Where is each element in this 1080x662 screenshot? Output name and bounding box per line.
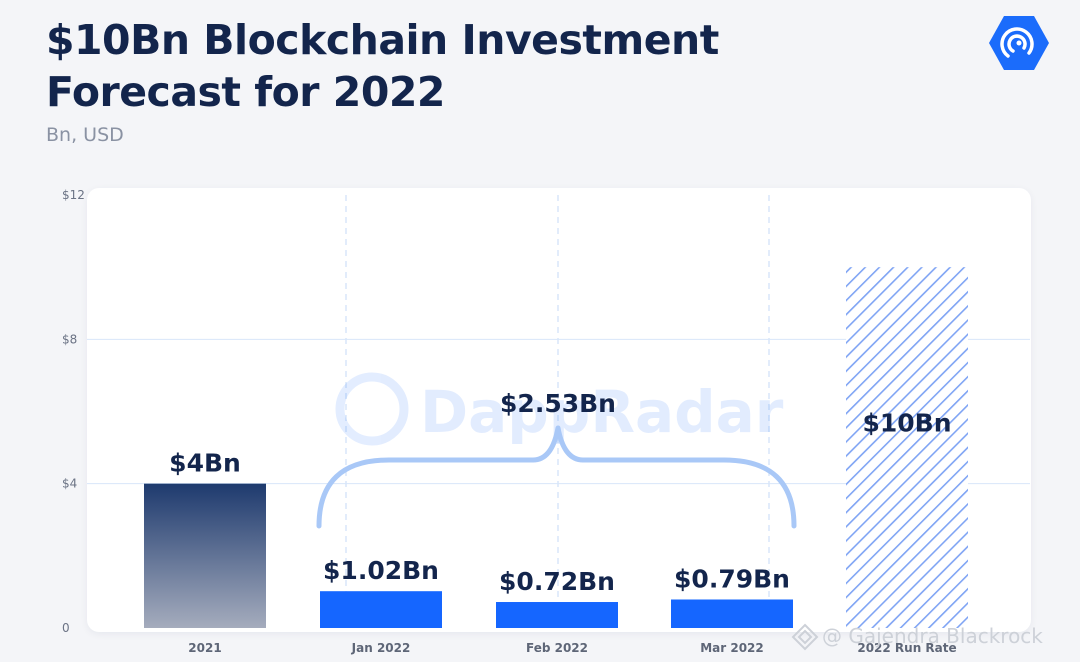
x-tick-label: Jan 2022 xyxy=(351,641,411,655)
title-line-2: Forecast for 2022 xyxy=(46,68,445,116)
x-tick-label: 2021 xyxy=(188,641,221,655)
data-label: $1.02Bn xyxy=(323,556,439,585)
brace-label: $2.53Bn xyxy=(500,389,616,418)
y-tick-label: $4 xyxy=(62,477,77,491)
logo-radar-outer xyxy=(1000,27,1034,58)
y-tick-label: $12 xyxy=(62,188,85,202)
y-tick-label: 0 xyxy=(62,621,70,635)
bar xyxy=(144,483,266,628)
dappradar-logo-icon xyxy=(989,16,1049,70)
title-line-1: $10Bn Blockchain Investment xyxy=(46,16,719,64)
watermark-brand: DappRadar xyxy=(420,378,784,446)
diamond-icon xyxy=(791,623,819,651)
watermark-radar-icon xyxy=(335,372,409,446)
x-tick-label: Mar 2022 xyxy=(700,641,764,655)
bar xyxy=(671,599,793,628)
data-label: $0.72Bn xyxy=(499,567,615,596)
bar xyxy=(846,267,968,628)
watermark-credit: @ Gajendra Blackrock xyxy=(822,624,1043,648)
bar xyxy=(320,591,442,628)
logo-radar-inner xyxy=(1007,34,1027,53)
logo-radar-dot xyxy=(1016,40,1022,46)
data-label: $0.79Bn xyxy=(674,564,790,593)
page-title: $10Bn Blockchain Investment Forecast for… xyxy=(46,14,719,118)
bar xyxy=(496,602,618,628)
y-tick-label: $8 xyxy=(62,332,77,346)
data-label: $10Bn xyxy=(862,409,951,438)
brace-annotation xyxy=(316,425,797,529)
x-tick-label: 2022 Run Rate xyxy=(857,641,956,655)
subtitle: Bn, USD xyxy=(46,124,124,146)
x-tick-label: Feb 2022 xyxy=(526,641,588,655)
data-label: $4Bn xyxy=(169,449,241,478)
